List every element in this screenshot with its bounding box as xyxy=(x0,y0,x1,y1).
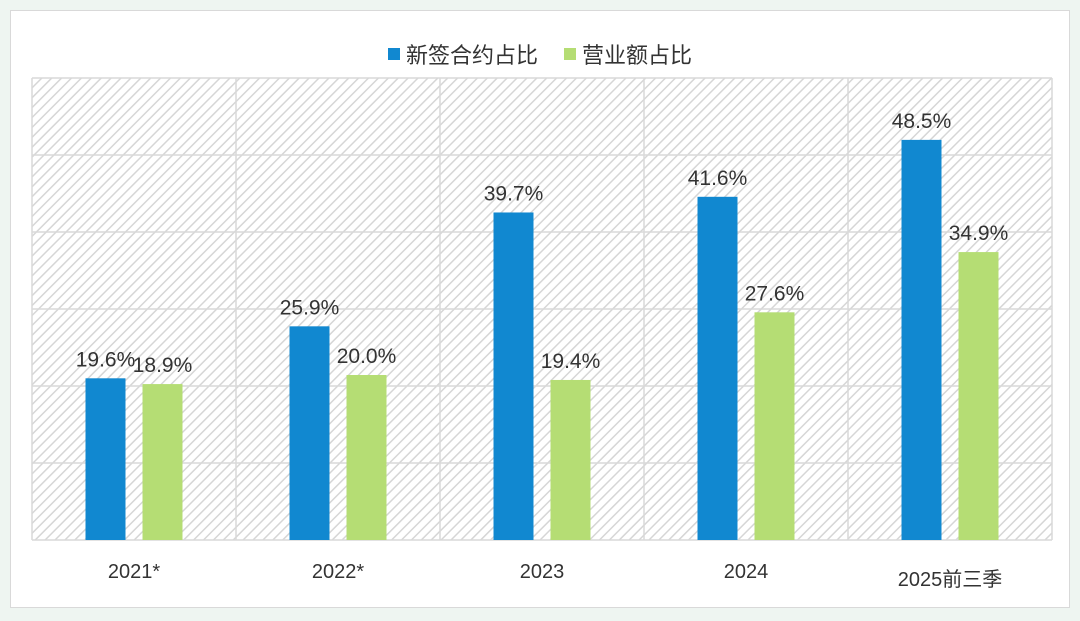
bar-signed-contracts-3 xyxy=(697,196,738,541)
value-labels-group: 19.6%18.9% 25.9% 20.0% 39.7% 19.4% 41.6% 27.6%… xyxy=(76,110,1009,377)
legend-item-signed-contracts: 新签合约占比 xyxy=(387,38,538,70)
category-label-0: 2021* xyxy=(108,561,160,583)
bar-revenue-2 xyxy=(550,379,591,540)
bars-group xyxy=(85,139,999,541)
chart-legend: 新签合约占比 营业额占比 xyxy=(0,38,1080,70)
category-label-3: 2024 xyxy=(724,561,769,583)
bar-revenue-1 xyxy=(346,375,387,540)
value-label-revenue-2: 19.4% xyxy=(541,350,601,373)
bar-revenue-0 xyxy=(142,384,183,540)
value-label-signed-contracts-3: 41.6% xyxy=(688,167,748,190)
value-label-signed-contracts-2: 39.7% xyxy=(484,182,544,205)
grid-lines xyxy=(31,77,1053,541)
bar-signed-contracts-0 xyxy=(85,378,126,540)
value-label-signed-contracts-4: 48.5% xyxy=(892,110,952,133)
legend-swatch-revenue xyxy=(564,48,576,60)
category-label-4: 2025前三季 xyxy=(898,568,1003,591)
legend-label-revenue: 营业额占比 xyxy=(582,43,693,68)
category-labels-group: 2021* 2022* 2023 2024 2025前三季 xyxy=(108,561,1002,591)
bar-signed-contracts-2 xyxy=(493,212,534,540)
bar-revenue-4 xyxy=(958,252,999,540)
value-label-revenue-0: 18.9% xyxy=(133,354,193,377)
legend-label-signed-contracts: 新签合约占比 xyxy=(405,43,538,68)
value-label-signed-contracts-1: 25.9% xyxy=(280,296,340,319)
category-label-2: 2023 xyxy=(520,561,565,583)
bar-signed-contracts-1 xyxy=(289,326,330,540)
bar-revenue-3 xyxy=(754,312,795,540)
value-label-signed-contracts-0: 19.6% xyxy=(76,348,136,371)
value-label-revenue-3: 27.6% xyxy=(745,282,805,305)
value-label-revenue-4: 34.9% xyxy=(949,222,1009,245)
category-label-1: 2022* xyxy=(312,561,364,583)
value-label-revenue-1: 20.0% xyxy=(337,345,397,368)
legend-item-revenue: 营业额占比 xyxy=(564,38,692,70)
bar-signed-contracts-4 xyxy=(901,139,942,540)
legend-swatch-signed-contracts xyxy=(387,48,400,60)
